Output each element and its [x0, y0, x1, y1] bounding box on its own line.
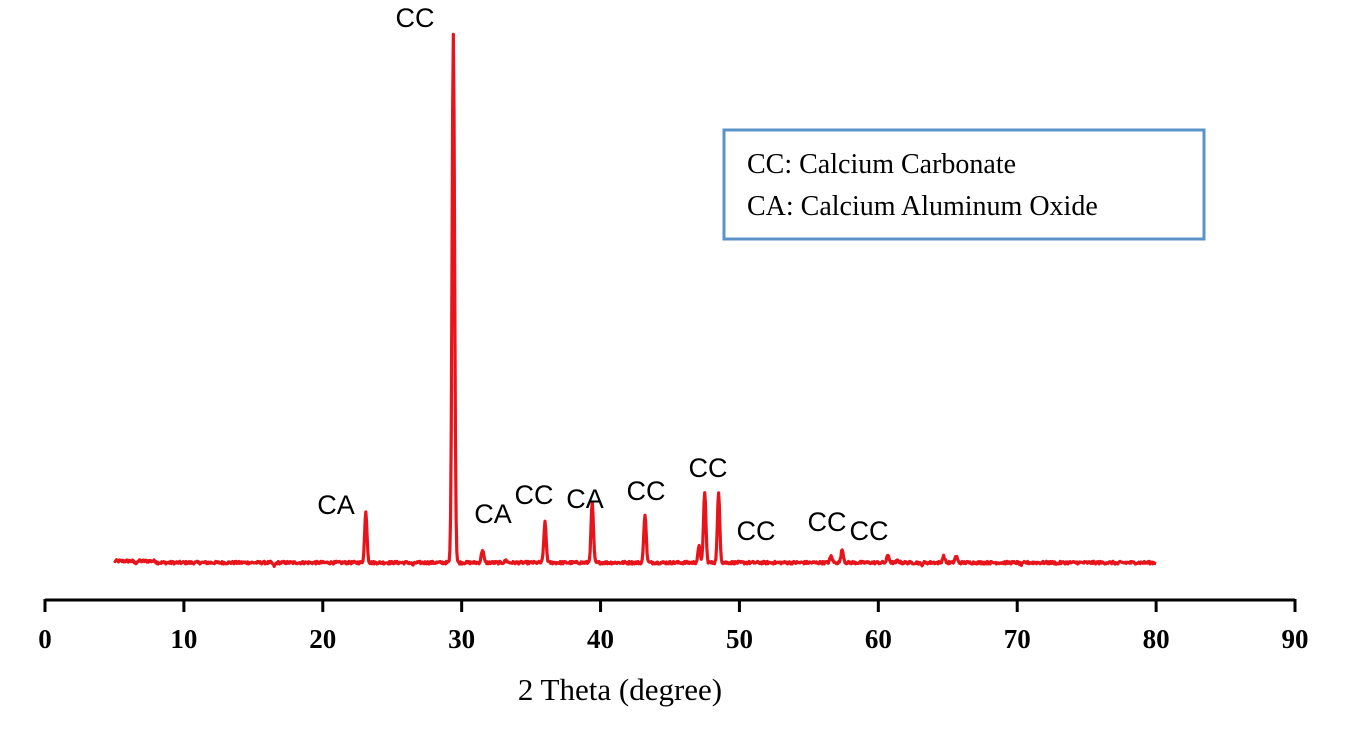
- peak-label: CC: [689, 453, 728, 483]
- peak-label: CA: [474, 499, 512, 529]
- x-tick-label: 20: [309, 624, 336, 654]
- x-axis: 0 10 20 30 40 50 60 70 80 90 2 Theta (degree): [38, 598, 1309, 707]
- legend: CC: Calcium Carbonate CA: Calcium Aluminu…: [722, 128, 1206, 241]
- legend-box: [722, 128, 1206, 241]
- peak-label: CC: [515, 480, 554, 510]
- peak-label: CC: [396, 3, 435, 33]
- x-tick-label: 70: [1004, 624, 1031, 654]
- x-tick-label: 0: [38, 624, 52, 654]
- series-layer: [113, 32, 1158, 568]
- x-tick-label: 10: [170, 624, 197, 654]
- peak-label: CA: [566, 484, 604, 514]
- x-tick-label: 50: [726, 624, 753, 654]
- legend-entry: CA: Calcium Aluminum Oxide: [747, 191, 1098, 222]
- x-tick-label: 40: [587, 624, 614, 654]
- x-tick-label: 30: [448, 624, 475, 654]
- peak-label: CC: [737, 516, 776, 546]
- peak-label: CA: [317, 490, 355, 520]
- legend-entry: CC: Calcium Carbonate: [747, 149, 1016, 180]
- series-line: [113, 32, 1158, 568]
- x-tick-label: 80: [1143, 624, 1170, 654]
- peak-label: CC: [808, 507, 847, 537]
- peak-label: CC: [627, 476, 666, 506]
- x-tick-label: 60: [865, 624, 892, 654]
- x-tick-label: 90: [1282, 624, 1309, 654]
- peak-label: CC: [850, 516, 889, 546]
- x-axis-title: 2 Theta (degree): [518, 672, 722, 707]
